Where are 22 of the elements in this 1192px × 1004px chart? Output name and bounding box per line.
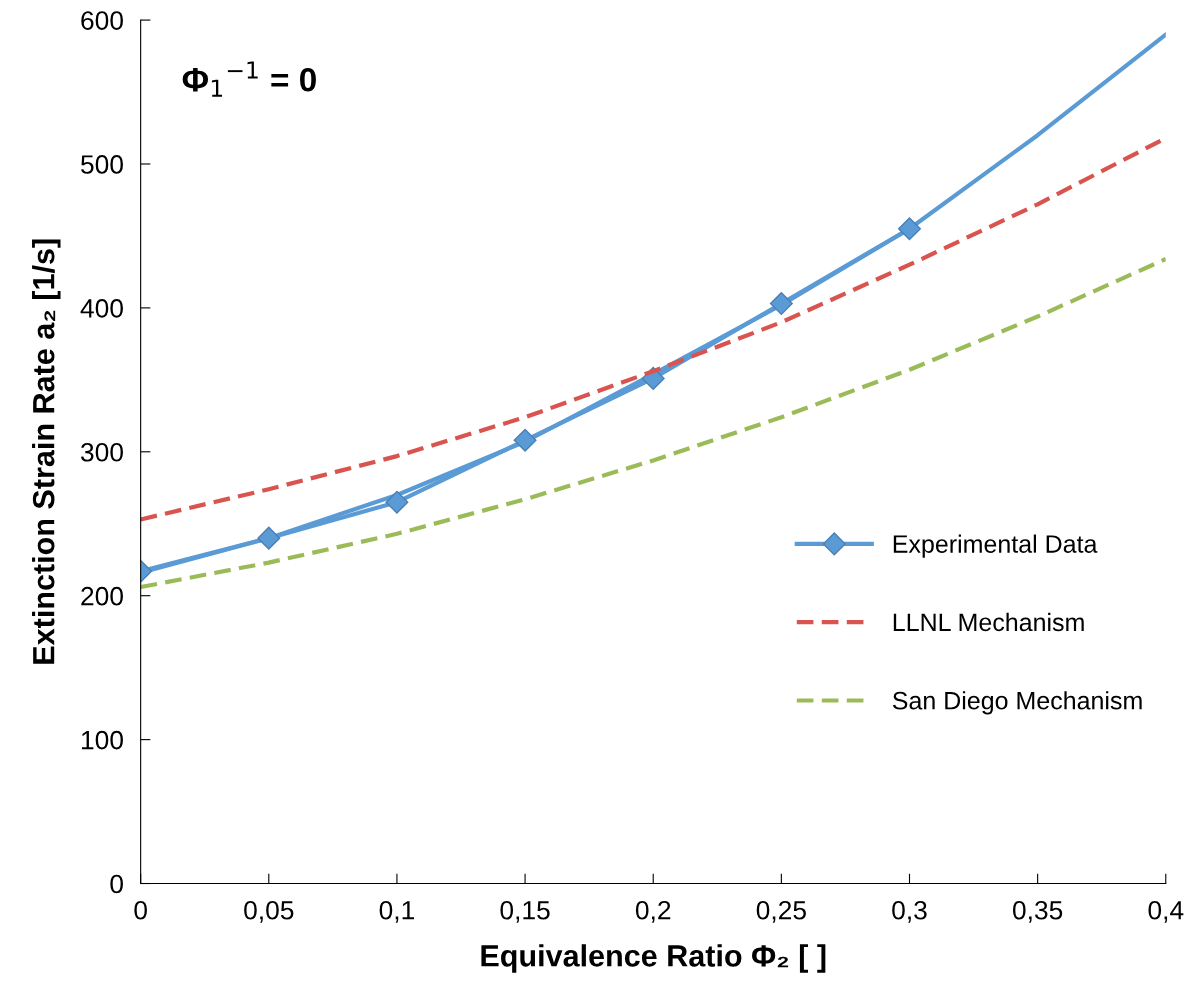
legend-label: Experimental Data	[893, 534, 1098, 558]
y-tick-label: 600	[81, 11, 123, 30]
y-tick-label: 300	[80, 442, 123, 462]
x-tick-label: 0,25	[756, 900, 806, 923]
y-tick-label: 400	[80, 299, 123, 318]
x-tick-label: 0,35	[1012, 900, 1063, 923]
legend-label: San Diego Mechanism	[892, 691, 1142, 715]
x-tick-label: 0,15	[500, 900, 550, 923]
y-tick-label: 500	[81, 155, 123, 174]
annotation: Φ$_{1}$$^{−1}$ = 0	[182, 61, 316, 97]
y-tick-label: 0	[110, 874, 123, 894]
y-axis-title: Extinction Strain Rate a₂ [1/s]	[32, 239, 61, 664]
x-tick-label: 0,4	[1148, 900, 1184, 923]
x-tick-label: 0,1	[379, 900, 414, 923]
x-tick-label: 0,2	[635, 900, 671, 923]
x-tick-label: 0,3	[892, 900, 927, 923]
y-tick-label: 200	[81, 586, 123, 606]
legend-label: LLNL Mechanism	[893, 612, 1084, 632]
x-tick-label: 0	[134, 900, 147, 920]
x-tick-label: 0,05	[244, 900, 294, 923]
y-tick-label: 100	[81, 730, 123, 750]
x-axis-title: Equivalence Ratio Φ₂ [ ]	[481, 944, 826, 973]
